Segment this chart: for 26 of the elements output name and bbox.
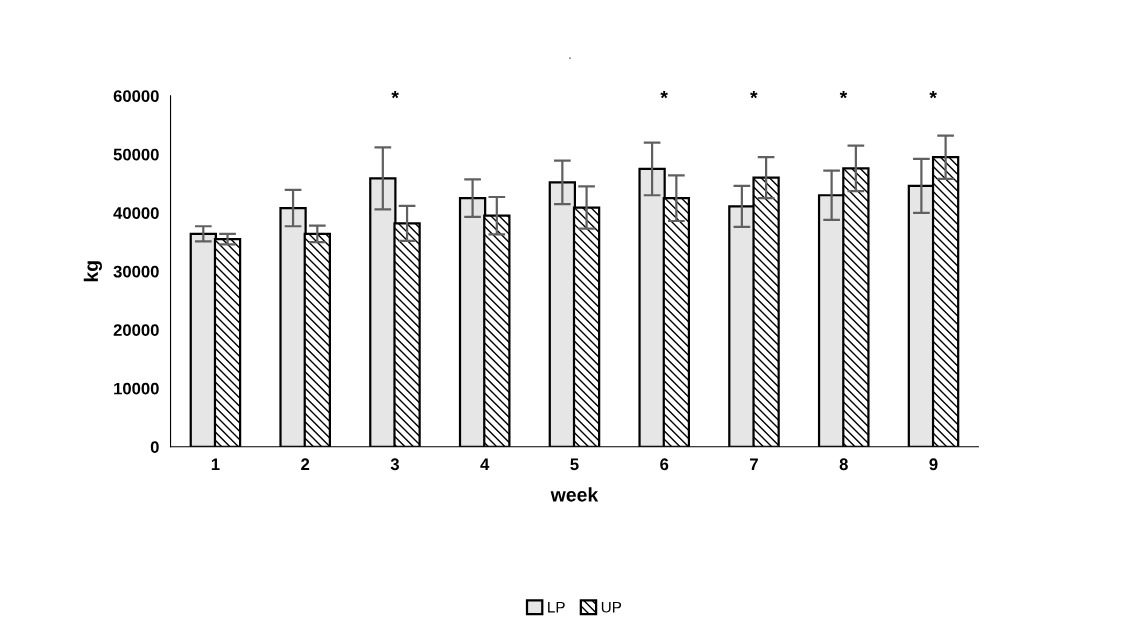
y-tick-label: 30000 [113, 265, 159, 278]
y-tick-label: 60000 [113, 90, 159, 102]
chart-title: . [569, 57, 571, 59]
y-tick-label: 40000 [113, 207, 159, 219]
annotation: * [391, 90, 399, 99]
x-tick-label: 3 [390, 458, 399, 471]
x-tick-label: 1 [211, 458, 220, 470]
y-tick-label: 10000 [114, 382, 159, 395]
y-tick-label: 0 [150, 441, 159, 454]
annotation: * [660, 90, 668, 99]
legend-label: UP [601, 601, 622, 613]
annotation: * [750, 90, 758, 99]
x-tick-label: 8 [839, 458, 848, 471]
annotation: * [839, 90, 848, 99]
y-tick-label: 50000 [113, 148, 159, 161]
x-tick-label: 5 [570, 458, 579, 471]
x-tick-label: 2 [301, 458, 310, 470]
x-tick-label: 9 [929, 458, 938, 471]
x-tick-label: 6 [660, 458, 669, 471]
legend-label: LP [548, 601, 565, 613]
y-tick-label: 20000 [113, 324, 159, 337]
annotation: * [929, 90, 937, 99]
x-tick-label: 7 [750, 458, 758, 470]
x-tick-label: 4 [480, 458, 490, 470]
x-axis-title: week [550, 487, 599, 502]
y-axis-title: kg [83, 261, 102, 282]
